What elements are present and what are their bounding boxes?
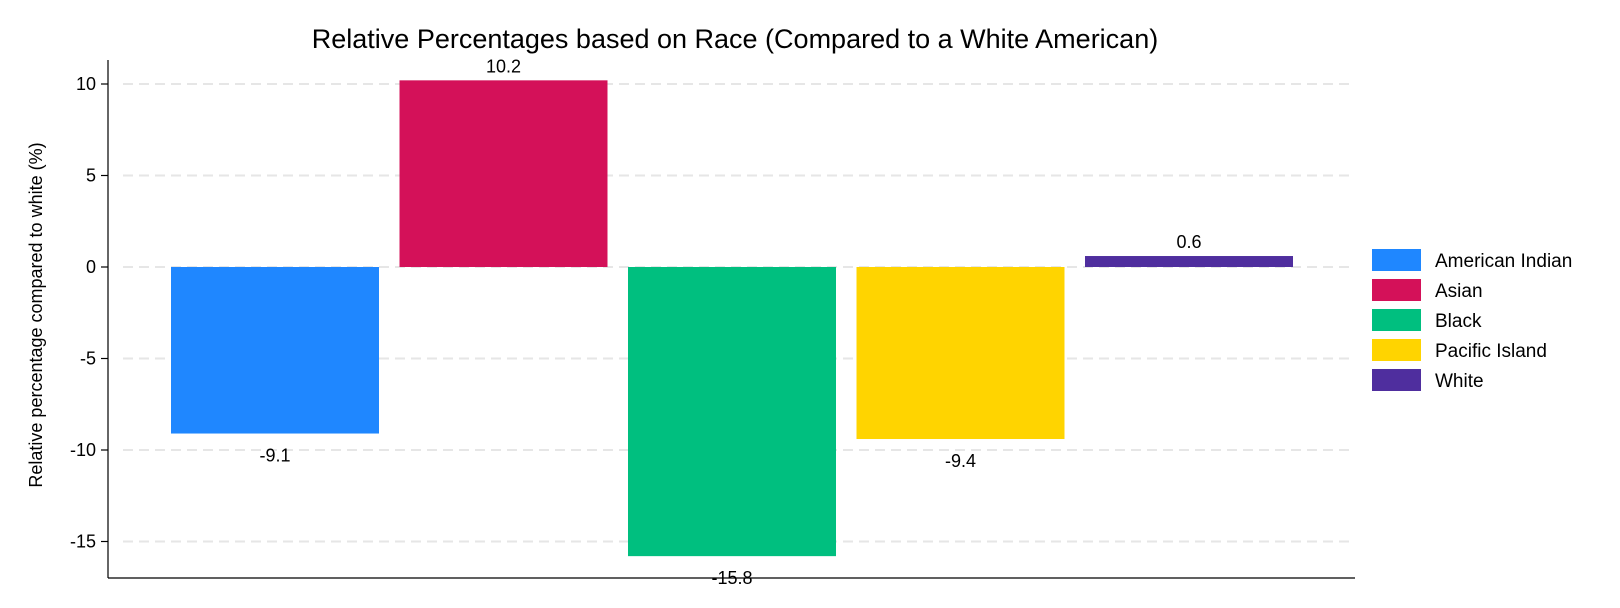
- bars: [171, 80, 1293, 557]
- legend-swatch: [1372, 339, 1421, 361]
- legend-label: Pacific Island: [1435, 341, 1547, 362]
- y-axis-label: Relative percentage compared to white (%…: [26, 142, 46, 487]
- legend-label: Asian: [1435, 281, 1483, 302]
- y-tick-label: 0: [86, 257, 96, 277]
- chart-title: Relative Percentages based on Race (Comp…: [312, 24, 1158, 54]
- data-labels: -9.1 10.2 -15.8 -9.4 0.6: [259, 56, 1201, 588]
- legend-label: American Indian: [1435, 251, 1572, 272]
- y-tick-label: -10: [70, 440, 96, 460]
- bar-white: [1085, 256, 1293, 267]
- axes: 10 5 0 -5 -10 -15: [70, 60, 1355, 579]
- legend: American Indian Asian Black Pacific Island W…: [1372, 249, 1572, 392]
- bar-american-indian: [171, 267, 379, 434]
- bar-asian: [399, 80, 608, 267]
- data-label: 0.6: [1176, 232, 1201, 252]
- y-tick-label: -15: [70, 532, 96, 552]
- legend-swatch: [1372, 309, 1421, 331]
- legend-swatch: [1372, 249, 1421, 271]
- legend-label: Black: [1435, 311, 1482, 332]
- legend-label: White: [1435, 371, 1484, 392]
- bar-black: [628, 267, 836, 557]
- data-label: 10.2: [486, 56, 521, 76]
- bar-pacific-island: [856, 267, 1065, 440]
- y-tick-label: -5: [80, 349, 96, 369]
- data-label: -9.1: [259, 446, 290, 466]
- legend-swatch: [1372, 369, 1421, 391]
- y-tick-label: 10: [76, 74, 96, 94]
- data-label: -15.8: [711, 568, 752, 588]
- y-tick-label: 5: [86, 166, 96, 186]
- data-label: -9.4: [945, 451, 976, 471]
- legend-swatch: [1372, 279, 1421, 301]
